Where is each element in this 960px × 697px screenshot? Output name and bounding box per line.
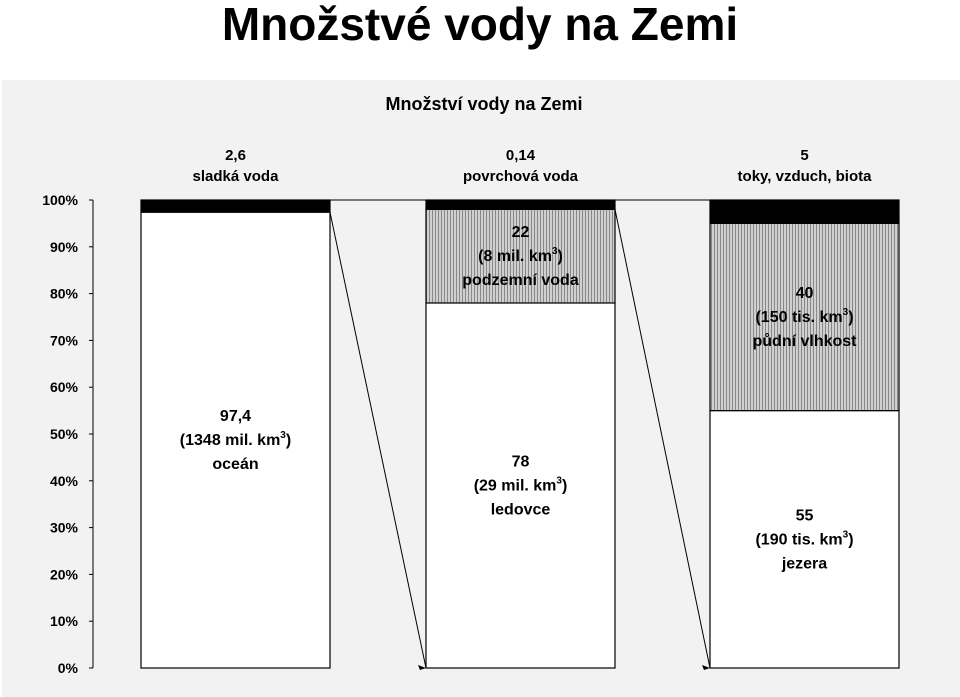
y-tick-label: 80% [50,286,79,302]
connector-arrowhead [702,665,710,670]
connector-line-bottom [614,209,711,669]
segment-label-line: podzemní voda [462,272,579,289]
segment-label-line: (1348 mil. km3) [180,430,291,449]
segment-label-line: 97,4 [220,408,251,425]
bar-segment-hatched [709,222,900,412]
segment-label-line: oceán [212,456,258,473]
bar-segment-black [709,199,900,224]
segment-label-line: 55 [796,507,814,524]
bar-header-value: 5 [800,147,808,164]
y-tick-label: 20% [50,566,79,582]
bar-header-value: 2,6 [225,147,246,164]
segment-label-line: (190 tis. km3) [755,529,853,548]
segment-label-line: 22 [512,224,530,241]
bar-header-label: sladká voda [193,168,280,185]
bar-2: 78 (29 mil. km3) ledovce 22 (8 mil. km3) podz… [425,147,616,669]
y-tick-label: 10% [50,613,79,629]
segment-label-line: jezera [781,555,827,572]
segment-label-line: ledovce [491,501,551,518]
connector-arrowhead [418,665,426,670]
y-tick-label: 90% [50,239,79,255]
bar-header-label: toky, vzduch, biota [738,168,873,185]
y-tick-label: 50% [50,426,79,442]
bar-3: 55 (190 tis. km3) jezera 40 (150 tis. km3) pů… [709,147,900,669]
chart-title: Množství vody na Zemi [385,94,582,114]
segment-label-line: (29 mil. km3) [474,475,568,494]
segment-label-line: 78 [512,453,530,470]
bar-segment-white [425,302,616,669]
y-tick-label: 60% [50,379,79,395]
slide-title: Množstvé vody na Zemi [221,0,739,50]
bar-segment-black [425,199,616,210]
y-tick-label: 0% [58,660,79,676]
segment-label-line: 40 [796,285,814,302]
y-tick-label: 70% [50,332,79,348]
connector-line-bottom [329,212,427,669]
bar-header-label: povrchová voda [463,168,579,185]
bar-header-value: 0,14 [506,147,536,164]
y-tick-label: 40% [50,473,79,489]
segment-label-line: půdní vlhkost [753,333,858,350]
bar-1: 97,4 (1348 mil. km3) oceán 2,6 sladká voda [140,147,331,669]
y-tick-label: 100% [42,192,78,208]
bar-segment-white [709,410,900,669]
segment-label-line: (8 mil. km3) [478,246,563,265]
bar-segment-black [140,199,331,213]
y-tick-label: 30% [50,520,79,536]
segment-label-line: (150 tis. km3) [755,307,853,326]
